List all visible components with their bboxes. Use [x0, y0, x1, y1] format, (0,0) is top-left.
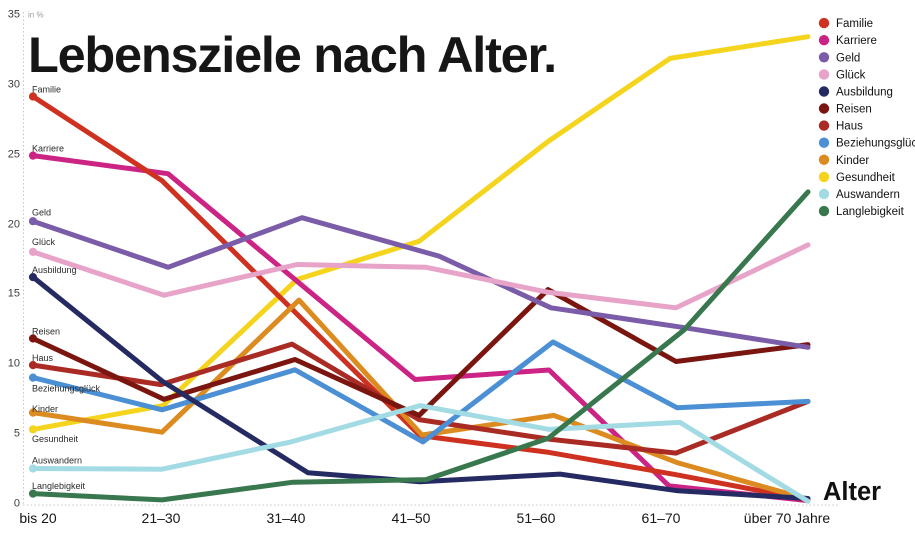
svg-text:61–70: 61–70 — [642, 510, 681, 526]
svg-text:Ausbildung: Ausbildung — [32, 265, 77, 275]
svg-text:in %: in % — [28, 11, 44, 20]
svg-text:Auswandern: Auswandern — [32, 455, 82, 465]
svg-text:Glück: Glück — [32, 237, 56, 247]
svg-text:21–30: 21–30 — [142, 510, 181, 526]
svg-text:Langlebigkeit: Langlebigkeit — [836, 206, 905, 218]
svg-text:41–50: 41–50 — [392, 510, 431, 526]
svg-text:Geld: Geld — [836, 52, 860, 64]
svg-text:Familie: Familie — [836, 18, 873, 30]
svg-text:35: 35 — [8, 9, 20, 21]
svg-text:51–60: 51–60 — [517, 510, 556, 526]
svg-text:Lebensziele nach Alter.: Lebensziele nach Alter. — [28, 26, 556, 83]
svg-text:Haus: Haus — [32, 353, 54, 363]
svg-text:bis 20: bis 20 — [19, 510, 57, 526]
svg-text:Ausbildung: Ausbildung — [836, 87, 893, 99]
svg-text:Langlebigkeit: Langlebigkeit — [32, 481, 86, 491]
svg-text:Beziehungsglück: Beziehungsglück — [32, 384, 101, 394]
svg-text:0: 0 — [14, 498, 20, 510]
svg-text:Geld: Geld — [32, 208, 51, 218]
svg-text:Auswandern: Auswandern — [836, 189, 900, 201]
svg-text:Haus: Haus — [836, 121, 863, 133]
svg-text:Karriere: Karriere — [836, 35, 877, 47]
svg-text:Kinder: Kinder — [32, 404, 58, 414]
svg-text:15: 15 — [8, 288, 20, 300]
svg-text:30: 30 — [8, 79, 20, 91]
svg-text:Reisen: Reisen — [32, 326, 60, 336]
svg-text:20: 20 — [8, 219, 20, 231]
svg-text:Alter: Alter — [823, 478, 881, 506]
svg-text:25: 25 — [8, 149, 20, 161]
svg-text:Karriere: Karriere — [32, 144, 64, 154]
svg-text:5: 5 — [14, 428, 20, 440]
svg-text:Gesundheit: Gesundheit — [836, 172, 896, 184]
svg-text:Kinder: Kinder — [836, 155, 869, 167]
svg-text:über 70 Jahre: über 70 Jahre — [744, 510, 831, 526]
svg-text:Beziehungsglück: Beziehungsglück — [836, 138, 915, 150]
svg-text:Glück: Glück — [836, 69, 866, 81]
svg-text:Familie: Familie — [32, 84, 61, 94]
svg-text:31–40: 31–40 — [267, 510, 306, 526]
svg-text:10: 10 — [8, 358, 20, 370]
svg-text:Reisen: Reisen — [836, 104, 872, 116]
svg-text:Gesundheit: Gesundheit — [32, 434, 79, 444]
